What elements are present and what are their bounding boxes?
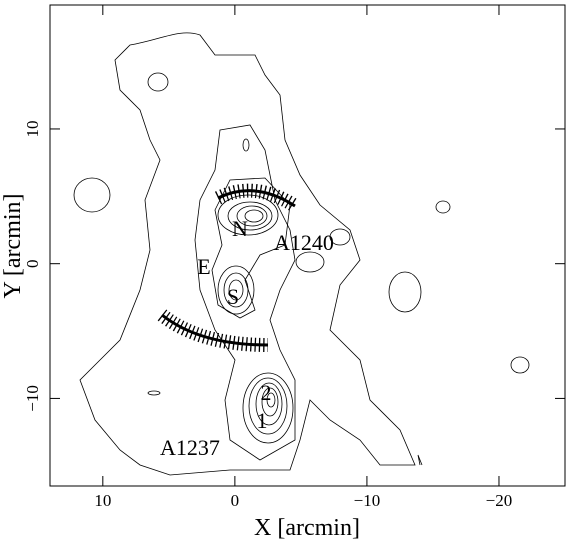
annotation: N <box>232 216 248 241</box>
x-tick-label: 10 <box>94 491 111 510</box>
annotation: A1237 <box>160 435 220 460</box>
plot-frame <box>49 4 566 487</box>
y-tick-label: −10 <box>23 385 42 412</box>
y-tick-label: 10 <box>23 120 42 137</box>
y-axis-label: Y [arcmin] <box>0 193 26 298</box>
y-tick-label: 0 <box>23 259 42 268</box>
annotation: E <box>197 254 210 279</box>
annotation: 1 <box>257 408 268 433</box>
x-axis-label: X [arcmin] <box>254 515 360 541</box>
contours <box>73 32 530 476</box>
annotation: A1240 <box>274 230 334 255</box>
shock-arcs <box>157 183 299 352</box>
annotation: S <box>227 284 239 309</box>
annotation: 2 <box>261 380 272 405</box>
x-tick-label: 0 <box>231 491 240 510</box>
x-tick-label: −20 <box>486 491 513 510</box>
x-tick-label: −10 <box>354 491 381 510</box>
